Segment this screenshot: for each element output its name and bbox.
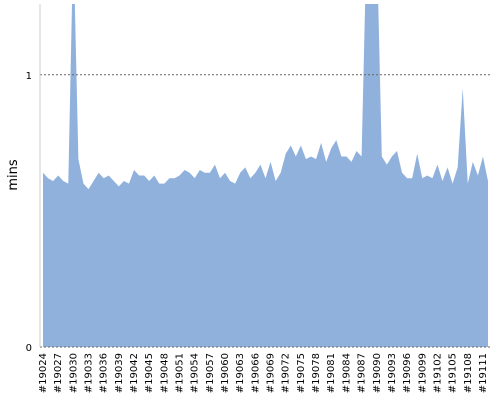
x-tick-label: #19027 [53, 353, 64, 393]
x-tick-label: #19033 [84, 353, 95, 393]
x-tick-label: #19105 [448, 353, 459, 393]
x-tick-label: #19093 [387, 353, 398, 393]
x-tick-label: #19057 [205, 353, 216, 393]
x-tick-label: #19087 [357, 353, 368, 393]
x-tick-label: #19054 [190, 353, 201, 393]
x-tick-label: #19084 [341, 353, 352, 393]
x-tick-label: #19045 [144, 353, 155, 393]
x-tick-label: #19072 [281, 353, 292, 393]
x-tick-label: #19051 [175, 353, 186, 393]
x-tick-label: #19102 [432, 353, 443, 393]
x-tick-label: #19096 [402, 353, 413, 393]
x-tick-label: #19081 [326, 353, 337, 393]
y-axis-label: mins [6, 159, 21, 191]
x-tick-label: #19039 [114, 353, 125, 393]
x-tick-label: #19108 [463, 353, 474, 393]
x-tick-label: #19036 [99, 353, 110, 393]
x-tick-label: #19030 [68, 353, 79, 393]
x-tick-label: #19042 [129, 353, 140, 393]
x-tick-label: #19048 [159, 353, 170, 393]
x-tick-label: #19069 [266, 353, 277, 393]
x-tick-label: #19060 [220, 353, 231, 393]
x-tick-label: #19075 [296, 353, 307, 393]
x-tick-label: #19111 [478, 353, 489, 393]
x-tick-label: #19078 [311, 353, 322, 393]
area [43, 4, 488, 347]
y-tick-label: 1 [26, 71, 32, 82]
y-tick-label: 0 [26, 343, 32, 354]
x-tick-label: #19024 [38, 353, 49, 393]
x-tick-label: #19063 [235, 353, 246, 393]
x-tick-label: #19099 [417, 353, 428, 393]
x-tick-label: #19090 [372, 353, 383, 393]
x-tick-label: #19066 [250, 353, 261, 393]
plot-area [43, 4, 488, 347]
